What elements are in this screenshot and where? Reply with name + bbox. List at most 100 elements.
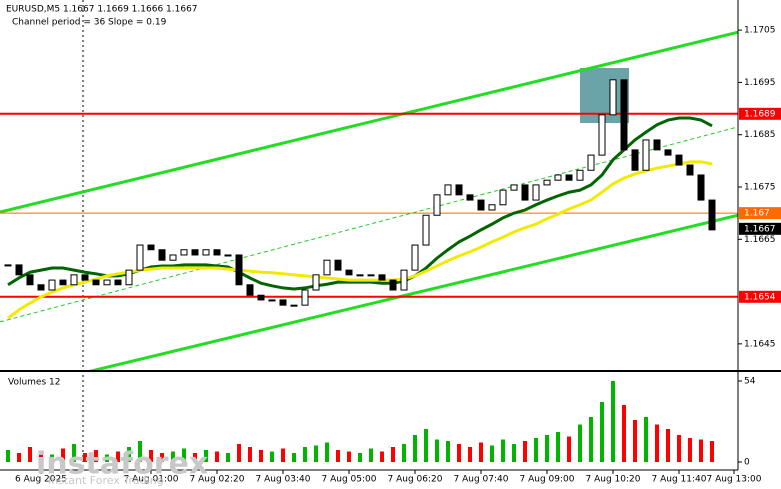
candle — [686, 164, 694, 176]
volume-bar — [149, 450, 153, 462]
candle — [158, 249, 166, 261]
candle — [235, 254, 243, 286]
volume-bar — [622, 405, 626, 462]
candle — [422, 214, 430, 246]
x-tick-label: 6 Aug 2025 — [15, 475, 67, 485]
candle — [224, 254, 232, 257]
candle — [598, 114, 606, 156]
candle — [477, 199, 485, 211]
candle — [532, 184, 540, 201]
volume-bar — [589, 417, 593, 462]
volume-bar — [358, 453, 362, 462]
candle — [697, 174, 705, 201]
volume-bar — [556, 432, 560, 462]
volume-bar — [710, 441, 714, 462]
volume-bar — [347, 451, 351, 462]
candle — [312, 274, 320, 291]
candle — [400, 269, 408, 291]
volume-bar — [270, 451, 274, 462]
volume-bar — [369, 448, 373, 462]
volume-bar — [292, 453, 296, 462]
last-price-box — [739, 222, 781, 235]
candle — [543, 179, 551, 186]
volume-bar — [644, 417, 648, 462]
volume-bar — [523, 441, 527, 462]
candle — [653, 139, 661, 151]
candle — [609, 79, 617, 116]
volume-bar — [424, 429, 428, 462]
volume-bar — [490, 445, 494, 462]
x-tick-label: 7 Aug 06:20 — [388, 475, 443, 485]
y-tick-label: 1.1645 — [744, 339, 776, 349]
price-plot — [0, 30, 738, 370]
channel-line — [0, 126, 738, 323]
volume-bar — [446, 441, 450, 462]
candle — [180, 249, 188, 256]
x-tick-label: 7 Aug 05:00 — [322, 475, 377, 485]
volume-bar — [325, 442, 329, 462]
candle — [620, 79, 628, 151]
watermark-tagline: Instant Forex Trading — [48, 474, 164, 487]
volume-bar — [160, 453, 164, 462]
candle — [587, 154, 595, 171]
volume-bar — [457, 444, 461, 462]
volume-bar — [182, 448, 186, 462]
volume-bar — [435, 439, 439, 462]
y-tick-label: 1.1685 — [744, 130, 776, 140]
volume-bar — [336, 450, 340, 462]
candle — [554, 174, 562, 181]
volume-bar — [127, 447, 131, 462]
candle — [268, 299, 276, 302]
volume-bar — [61, 448, 65, 462]
volume-bar — [39, 451, 43, 462]
candle — [565, 174, 573, 181]
level-label-box — [739, 107, 781, 120]
candle — [708, 199, 716, 231]
candle — [202, 249, 210, 256]
volume-tick-label: 0 — [744, 458, 750, 468]
volume-bar — [391, 447, 395, 462]
volume-bar — [655, 424, 659, 462]
volume-bar — [380, 451, 384, 462]
candle — [103, 279, 111, 286]
volume-bar — [479, 442, 483, 462]
candle — [444, 184, 452, 196]
candle — [466, 194, 474, 201]
candle — [37, 284, 45, 291]
candle — [136, 244, 144, 271]
volume-bar — [281, 448, 285, 462]
chart-title: EURUSD,M5 1.1667 1.1669 1.1666 1.1667 — [6, 5, 198, 15]
level-label-box — [739, 207, 781, 220]
axes: 1.1645 1.1665 1.1675 1.1685 1.1695 1.1705 54 0 1… — [15, 26, 781, 485]
volume-bar — [28, 447, 32, 462]
volume-bar — [402, 444, 406, 462]
candle — [378, 274, 386, 281]
candle — [48, 279, 56, 291]
candle — [664, 149, 672, 156]
volume-bar — [193, 453, 197, 462]
volume-bar — [666, 429, 670, 462]
candle — [642, 139, 650, 171]
volume-bar — [226, 453, 230, 462]
volume-tick-label: 54 — [744, 377, 756, 387]
watermark-brand: instaforex — [36, 447, 208, 482]
candle — [433, 194, 441, 216]
x-tick-label: 7 Aug 03:40 — [256, 475, 311, 485]
volume-bar — [171, 451, 175, 462]
candle — [257, 294, 265, 301]
volume-bar — [699, 439, 703, 462]
volume-bar — [215, 451, 219, 462]
volume-bar — [83, 453, 87, 462]
volume-bar — [633, 420, 637, 462]
volume-bar — [534, 438, 538, 462]
candle — [521, 184, 529, 201]
volume-bar — [94, 450, 98, 462]
volume-bar — [611, 381, 615, 462]
candle — [631, 149, 639, 171]
moving-average — [7, 160, 713, 320]
volume-bar — [116, 451, 120, 462]
candle — [367, 274, 375, 277]
channel-line — [0, 30, 738, 214]
volume-bar — [6, 450, 10, 462]
